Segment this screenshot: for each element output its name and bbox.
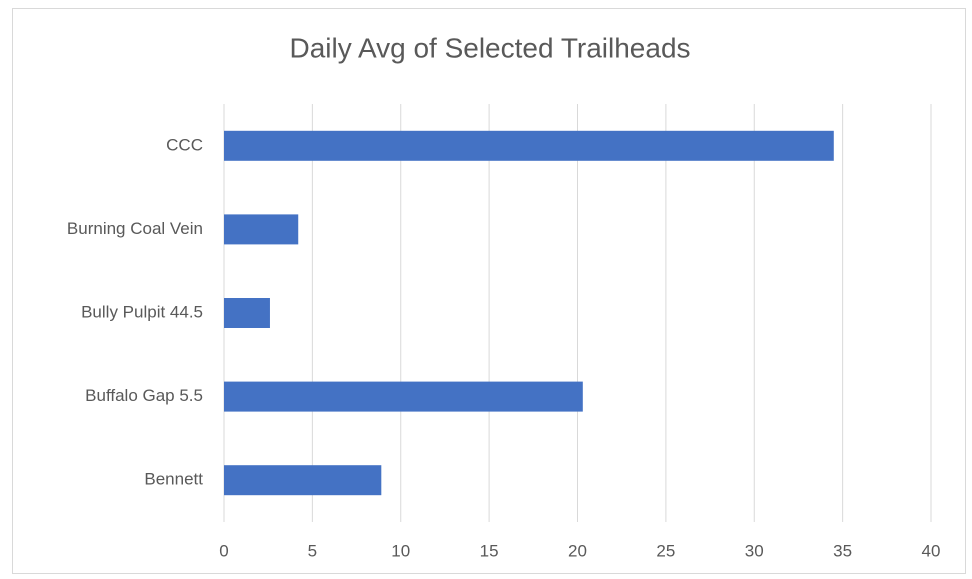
bar: [224, 298, 270, 328]
y-tick-label: Burning Coal Vein: [67, 219, 203, 238]
x-tick-label: 5: [308, 541, 317, 560]
x-tick-label: 0: [219, 541, 228, 560]
y-tick-label: Buffalo Gap 5.5: [85, 386, 203, 405]
bar: [224, 130, 834, 161]
chart-title: Daily Avg of Selected Trailheads: [289, 32, 690, 63]
bar: [224, 381, 583, 412]
y-tick-label: Bully Pulpit 44.5: [81, 302, 203, 321]
x-tick-label: 15: [480, 541, 499, 560]
x-tick-label: 20: [568, 541, 587, 560]
x-tick-label: 40: [922, 541, 941, 560]
x-tick-label: 30: [745, 541, 764, 560]
y-tick-label: CCC: [166, 135, 203, 154]
x-tick-label: 10: [391, 541, 410, 560]
x-tick-label: 35: [833, 541, 852, 560]
bar: [224, 465, 382, 496]
bar: [224, 214, 299, 245]
x-tick-label: 25: [656, 541, 675, 560]
y-tick-label: Bennett: [144, 470, 203, 489]
